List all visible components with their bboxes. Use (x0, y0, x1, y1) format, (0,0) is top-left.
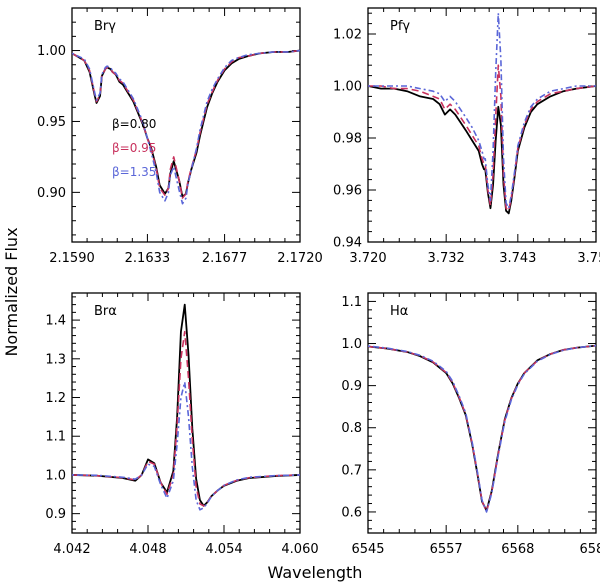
plot-frame (71, 7, 301, 243)
panel-title: Hα (390, 304, 408, 319)
x-tick-label: 4.042 (53, 542, 90, 557)
y-tick-label: 0.90 (37, 186, 66, 201)
y-tick-label: 0.6 (341, 505, 362, 520)
x-tick-label: 4.048 (129, 542, 166, 557)
panel-title: Brγ (94, 19, 116, 34)
y-tick-label: 0.95 (37, 115, 66, 130)
legend-entry: β=0.95 (112, 141, 156, 155)
series-group (368, 12, 596, 215)
y-tick-label: 0.98 (333, 132, 362, 147)
y-tick-label: 0.94 (333, 236, 362, 251)
y-tick-label: 0.9 (341, 379, 362, 394)
panels-container: 2.1590 2.1633 2.1677 2.1720 0.90 0.95 1.00 Brγ β… (37, 7, 600, 557)
x-tick-label: 6568 (501, 542, 534, 557)
series-line-beta-0_95 (368, 344, 596, 513)
series-line-beta-0_80 (368, 85, 596, 215)
x-tick-label: 4.054 (205, 542, 242, 557)
y-tick-label: 1.00 (333, 80, 362, 95)
y-tick-label: 0.96 (333, 184, 362, 199)
y-axis-title: Normalized Flux (2, 227, 21, 356)
panel-brgamma: 2.1590 2.1633 2.1677 2.1720 0.90 0.95 1.00 Brγ β… (37, 7, 323, 266)
panel-title: Pfγ (390, 19, 410, 34)
series-line-beta-0_95 (72, 49, 300, 199)
series-line-beta-0_95 (368, 64, 596, 212)
x-tick-label: 2.1720 (277, 251, 323, 266)
x-tick-label: 6557 (430, 542, 463, 557)
plot-frame (367, 7, 597, 243)
series-line-beta-0_95 (72, 330, 300, 507)
series-line-beta-1_35 (368, 12, 596, 209)
legend-entry: β=1.35 (112, 165, 156, 179)
x-tick-label: 3.755 (577, 251, 600, 266)
y-tick-label: 1.1 (341, 295, 362, 310)
y-tick-label: 1.0 (341, 337, 362, 352)
x-tick-label: 2.1677 (202, 251, 248, 266)
panel-title: Brα (94, 304, 117, 319)
y-tick-label: 1.2 (45, 391, 66, 406)
series-line-beta-1_35 (72, 49, 300, 205)
y-tick-label: 1.00 (37, 44, 66, 59)
series-line-beta-0_80 (72, 49, 300, 198)
x-tick-label: 6545 (351, 542, 384, 557)
y-tick-label: 1.1 (45, 430, 66, 445)
x-tick-label: 3.732 (428, 251, 465, 266)
series-line-beta-1_35 (72, 381, 300, 511)
y-tick-label: 0.8 (341, 421, 362, 436)
series-line-beta-0_80 (368, 344, 596, 512)
series-line-beta-1_35 (368, 344, 596, 513)
plot-frame (367, 292, 597, 534)
x-tick-label: 4.060 (281, 542, 318, 557)
y-tick-label: 0.9 (45, 507, 66, 522)
panel-halpha: 6545 6557 6568 6580 0.6 0.7 0.8 0.9 1.0 1.1 Hα (341, 292, 600, 557)
x-tick-label: 6580 (579, 542, 600, 557)
y-tick-label: 1.4 (45, 314, 66, 329)
y-tick-label: 0.7 (341, 463, 362, 478)
x-axis-title: Wavelength (268, 563, 363, 582)
y-tick-label: 1.0 (45, 468, 66, 483)
y-tick-label: 1.02 (333, 28, 362, 43)
x-tick-label: 2.1633 (125, 251, 171, 266)
x-tick-label: 3.720 (349, 251, 386, 266)
panel-bralpha: 4.042 4.048 4.054 4.060 0.9 1.0 1.1 1.2 1.3 1.4 Br… (45, 292, 319, 557)
panel-pfgamma: 3.720 3.732 3.743 3.755 0.94 0.96 0.98 1.00 1.02… (333, 7, 600, 266)
x-tick-label: 2.1590 (49, 251, 95, 266)
series-group (72, 49, 300, 205)
y-tick-label: 1.3 (45, 352, 66, 367)
series-group (72, 303, 300, 511)
x-tick-label: 3.743 (499, 251, 536, 266)
legend-entry: β=0.80 (112, 117, 156, 131)
series-group (368, 344, 596, 513)
